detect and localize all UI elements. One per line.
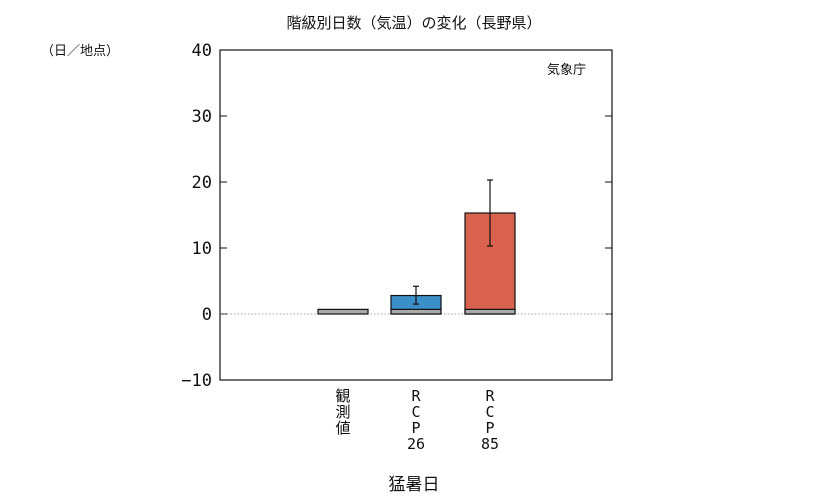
bar-observed-part [464, 308, 516, 315]
x-tick-label: P [411, 419, 420, 437]
y-tick-label: 10 [192, 239, 212, 259]
bar-observed-part [317, 308, 369, 315]
x-tick-label: R [485, 387, 495, 405]
y-tick-label: 20 [192, 173, 212, 193]
y-tick-label: 30 [192, 107, 212, 127]
x-tick-label: 85 [481, 435, 499, 453]
bars [317, 179, 516, 315]
x-axis-label: 猛暑日 [389, 475, 440, 495]
chart-title: 階級別日数（気温）の変化（長野県） [286, 14, 541, 32]
bar-observed-part [390, 308, 442, 315]
source-label: 気象庁 [547, 62, 586, 78]
x-tick-label: 観 [335, 387, 350, 405]
y-tick-label: 40 [192, 41, 212, 61]
x-tick-label: P [485, 419, 494, 437]
y-axis: −10 0 10 20 30 40 [181, 41, 612, 391]
x-tick-label: C [485, 403, 494, 421]
y-unit-label: （日／地点） [41, 44, 119, 59]
x-tick-label: 値 [335, 419, 350, 437]
x-tick-label: R [411, 387, 421, 405]
y-tick-label: 0 [202, 305, 212, 325]
x-tick-label: 26 [407, 435, 425, 453]
x-tick-label: C [411, 403, 420, 421]
plot-frame [219, 49, 613, 381]
x-tick-label: 測 [335, 403, 350, 421]
y-tick-label: −10 [181, 371, 212, 391]
